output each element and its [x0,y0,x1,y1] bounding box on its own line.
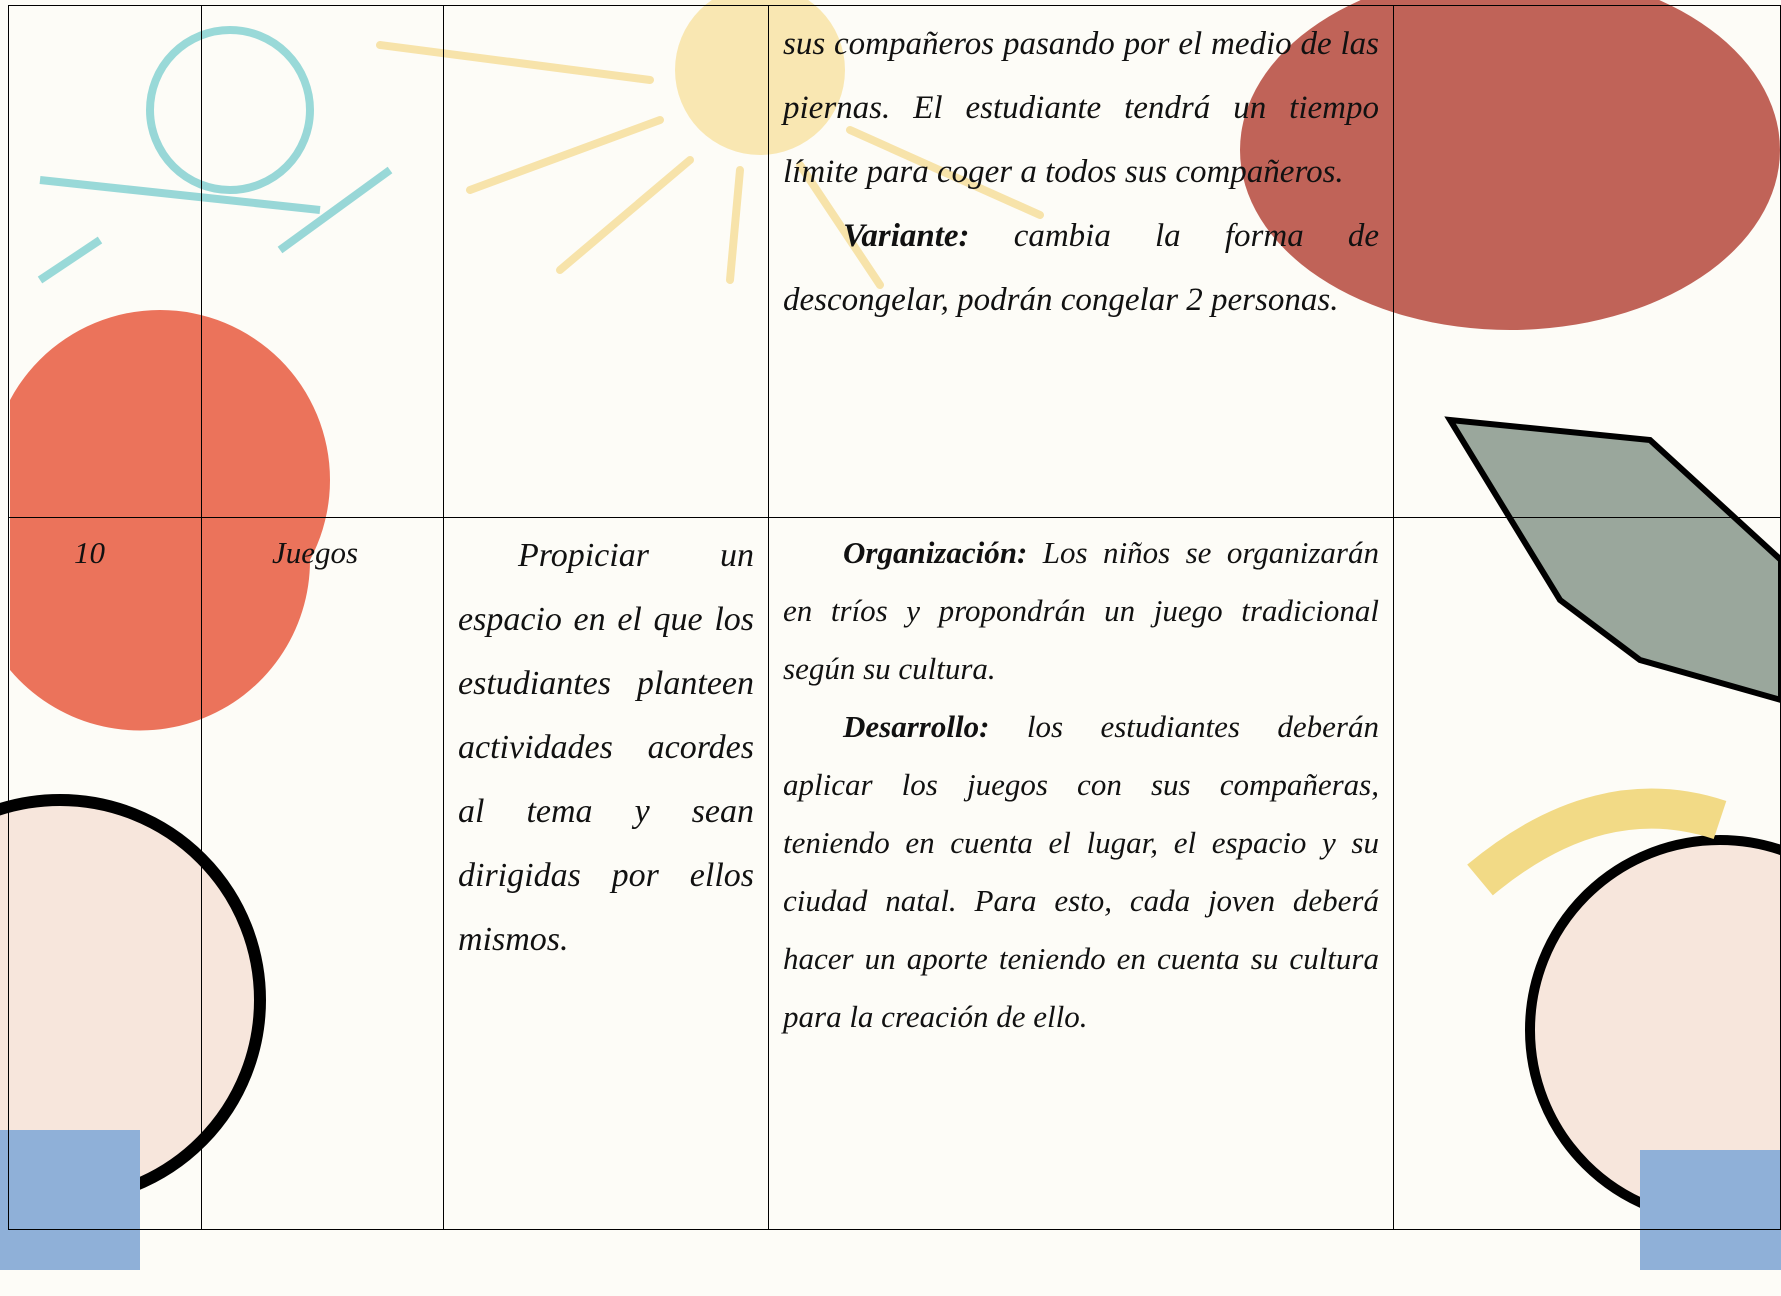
cell [201,5,444,518]
paragraph: sus compañeros pasando por el medio de l… [783,26,1379,190]
paragraph: Variante: cambia la forma de descongelar… [783,204,1379,332]
cell: Propiciar un espacio en el que los estud… [443,517,769,1230]
paragraph: Desarrollo: los estudiantes deberán apli… [783,698,1379,1046]
text: Los niños se organizarán en tríos y prop… [783,535,1379,686]
cell: Juegos [201,517,444,1230]
activity-cell: Organización: Los niños se organizarán e… [768,517,1394,1230]
label: Variante: [843,218,970,254]
paragraph: Organización: Los niños se organizarán e… [783,524,1379,698]
text: cambia la forma de descongelar, podrán c… [783,218,1379,318]
objective: Propiciar un espacio en el que los estud… [458,537,754,958]
cell [1393,517,1781,1230]
label: Organización: [843,535,1028,570]
text: los estudiantes deberán aplicar los jueg… [783,709,1379,1034]
cell [1393,5,1781,518]
number: 10 [74,535,105,570]
label: Desarrollo: [843,709,990,744]
topic: Juegos [272,535,359,570]
cell: 10 [8,517,202,1230]
activity-cell: sus compañeros pasando por el medio de l… [768,5,1394,518]
cell [443,5,769,518]
cell [8,5,202,518]
